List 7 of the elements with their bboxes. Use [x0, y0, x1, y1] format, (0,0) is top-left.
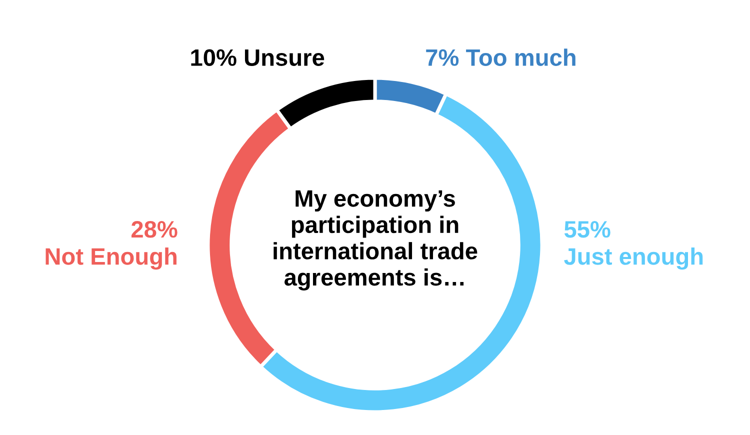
slice-label: Just enough — [564, 248, 703, 270]
text: My economy’s participation in international trade agreements is… — [274, 190, 478, 290]
data-label: 55% — [564, 221, 610, 238]
slice-label: Not Enough — [46, 248, 176, 270]
slice-label: 10% Unsure — [191, 49, 324, 66]
data-label: 28% — [132, 220, 178, 238]
slice-label: 7% Too much — [426, 48, 576, 66]
